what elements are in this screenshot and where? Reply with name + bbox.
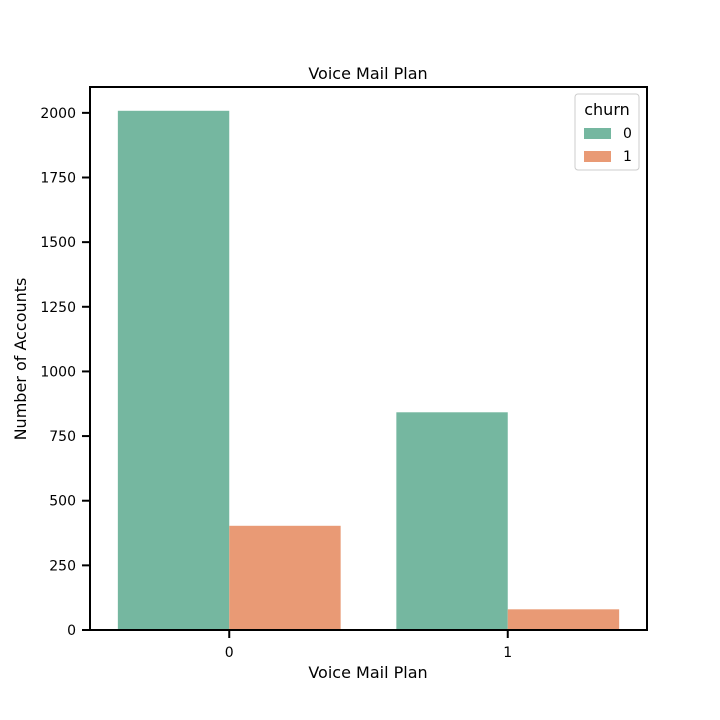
legend-title: churn <box>584 100 630 119</box>
bar-cat1-series1 <box>507 609 620 630</box>
y-tick-label: 1250 <box>40 300 76 316</box>
legend-swatch-1 <box>584 151 611 162</box>
bar-cat0-series0 <box>117 110 230 630</box>
y-tick-label: 750 <box>49 429 76 445</box>
y-tick-label: 1750 <box>40 171 76 187</box>
bar-cat1-series0 <box>396 412 508 630</box>
legend-swatch-0 <box>584 128 611 139</box>
y-axis-label: Number of Accounts <box>11 278 30 441</box>
plot-area: 0 250 500 750 1000 1250 1500 1750 2000 0 1 churn 0 1 <box>40 86 648 661</box>
y-tick-label: 0 <box>67 623 76 639</box>
bar-cat0-series1 <box>229 525 341 630</box>
legend-label-0: 0 <box>623 126 632 142</box>
chart-title: Voice Mail Plan <box>308 64 427 83</box>
y-tick-label: 250 <box>49 558 76 574</box>
y-tick-label: 2000 <box>40 106 76 122</box>
y-tick-label: 1500 <box>40 235 76 251</box>
legend-label-1: 1 <box>623 149 632 165</box>
plot-frame <box>89 86 648 631</box>
y-tick-label: 500 <box>49 494 76 510</box>
x-tick-label: 0 <box>225 645 234 661</box>
y-tick-label: 1000 <box>40 364 76 380</box>
x-axis-label: Voice Mail Plan <box>308 663 427 682</box>
x-tick-label: 1 <box>503 645 512 661</box>
